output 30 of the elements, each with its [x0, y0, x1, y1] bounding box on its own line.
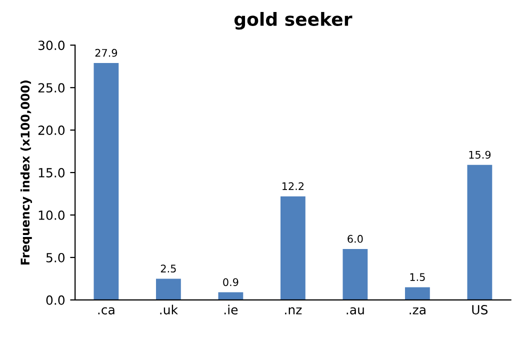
- data-label: 27.9: [95, 48, 118, 57]
- bar: [280, 196, 306, 300]
- x-tick-label: .za: [410, 307, 426, 314]
- x-tick-label: .ca: [98, 307, 114, 314]
- bar: [405, 287, 430, 300]
- x-tick-label: .ie: [224, 304, 238, 314]
- y-tick-label: 10.0: [38, 210, 65, 220]
- data-label: 0.9: [223, 278, 238, 286]
- y-tick-label: 15.0: [38, 168, 65, 178]
- y-axis-title: Frequency index (x100,000): [20, 80, 32, 264]
- data-label: 1.5: [410, 273, 425, 282]
- y-tick-label: 20.0: [38, 126, 65, 136]
- y-tick-label: 30.0: [38, 40, 65, 50]
- data-label: 12.2: [282, 182, 304, 190]
- bar: [342, 248, 368, 300]
- y-tick-label: 25.0: [38, 83, 65, 93]
- y-tick-label: 0.0: [46, 295, 65, 305]
- chart-title: gold seeker: [234, 12, 352, 30]
- x-tick-label: .nz: [285, 307, 302, 314]
- bar: [94, 62, 119, 300]
- y-tick-label: 5.0: [46, 252, 65, 262]
- data-label: 2.5: [160, 264, 176, 273]
- data-label: 15.9: [469, 150, 491, 159]
- bar: [467, 164, 492, 300]
- bar: [218, 292, 244, 300]
- x-tick-label: US: [472, 305, 488, 314]
- x-tick-label: .uk: [160, 304, 178, 314]
- x-tick-label: .au: [346, 307, 364, 314]
- bar: [156, 278, 181, 300]
- data-label: 6.0: [348, 234, 363, 243]
